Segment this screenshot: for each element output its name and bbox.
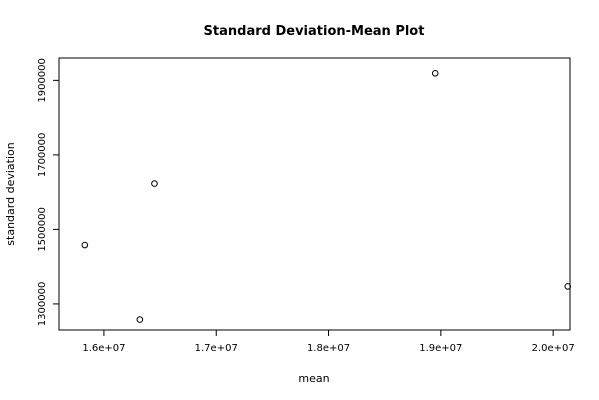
data-point (431, 69, 439, 77)
y-tick-label: 1700000 (37, 133, 48, 178)
x-tick-label: 1.7e+07 (195, 343, 238, 354)
x-tick-label: 2.0e+07 (532, 343, 575, 354)
x-axis-label: mean (298, 372, 329, 385)
chart-title: Standard Deviation-Mean Plot (204, 24, 425, 39)
y-tick-label: 1900000 (37, 58, 48, 103)
y-tick-label: 1300000 (37, 282, 48, 327)
data-points (81, 69, 572, 323)
plot-frame (58, 57, 571, 331)
data-point (136, 316, 144, 323)
data-point (151, 180, 158, 187)
x-tick-label: 1.6e+07 (82, 343, 125, 354)
x-tick-label: 1.9e+07 (419, 343, 462, 354)
y-tick-label: 1500000 (37, 207, 48, 252)
data-point (564, 283, 572, 290)
y-axis-label: standard deviation (4, 142, 17, 245)
x-tick-label: 1.8e+07 (307, 343, 350, 354)
y-axis: 1300000 1500000 1700000 1900000 (37, 58, 60, 327)
x-axis: 1.6e+07 1.7e+07 1.8e+07 1.9e+07 2.0e+07 (82, 329, 575, 354)
data-point (81, 241, 89, 249)
